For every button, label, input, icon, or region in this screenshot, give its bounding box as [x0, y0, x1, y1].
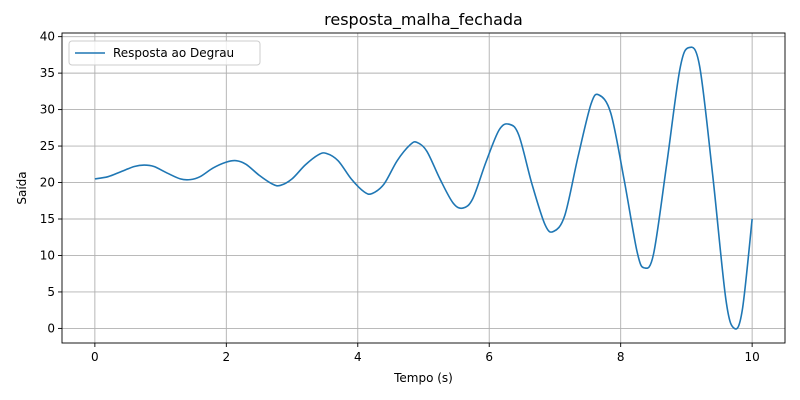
y-tick-label: 5: [47, 285, 55, 299]
y-tick-label: 15: [40, 212, 55, 226]
x-tick-label: 10: [744, 350, 759, 364]
y-tick-label: 10: [40, 248, 55, 262]
y-tick-label: 20: [40, 176, 55, 190]
x-tick-label: 4: [354, 350, 362, 364]
tick-layer: 0 2 4 6 8 10 0 5 10 15 20 25 30 35 40: [40, 30, 760, 364]
x-tick-label: 2: [222, 350, 230, 364]
y-tick-label: 40: [40, 30, 55, 44]
series-line: [94, 46, 753, 330]
y-tick-label: 30: [40, 103, 55, 117]
x-axis-label: Tempo (s): [393, 371, 453, 385]
plot-frame: [61, 32, 786, 344]
y-axis-label: Saída: [15, 171, 29, 204]
line-layer: [94, 46, 753, 330]
x-tick-label: 0: [91, 350, 99, 364]
y-tick-label: 25: [40, 139, 55, 153]
y-tick-label: 35: [40, 66, 55, 80]
legend: Resposta ao Degrau: [68, 40, 261, 66]
x-tick-label: 6: [485, 350, 493, 364]
legend-entry-label: Resposta ao Degrau: [113, 46, 234, 60]
y-tick-label: 0: [47, 321, 55, 335]
x-tick-label: 8: [617, 350, 625, 364]
chart-title: resposta_malha_fechada: [324, 10, 523, 30]
legend-box: [68, 40, 261, 66]
